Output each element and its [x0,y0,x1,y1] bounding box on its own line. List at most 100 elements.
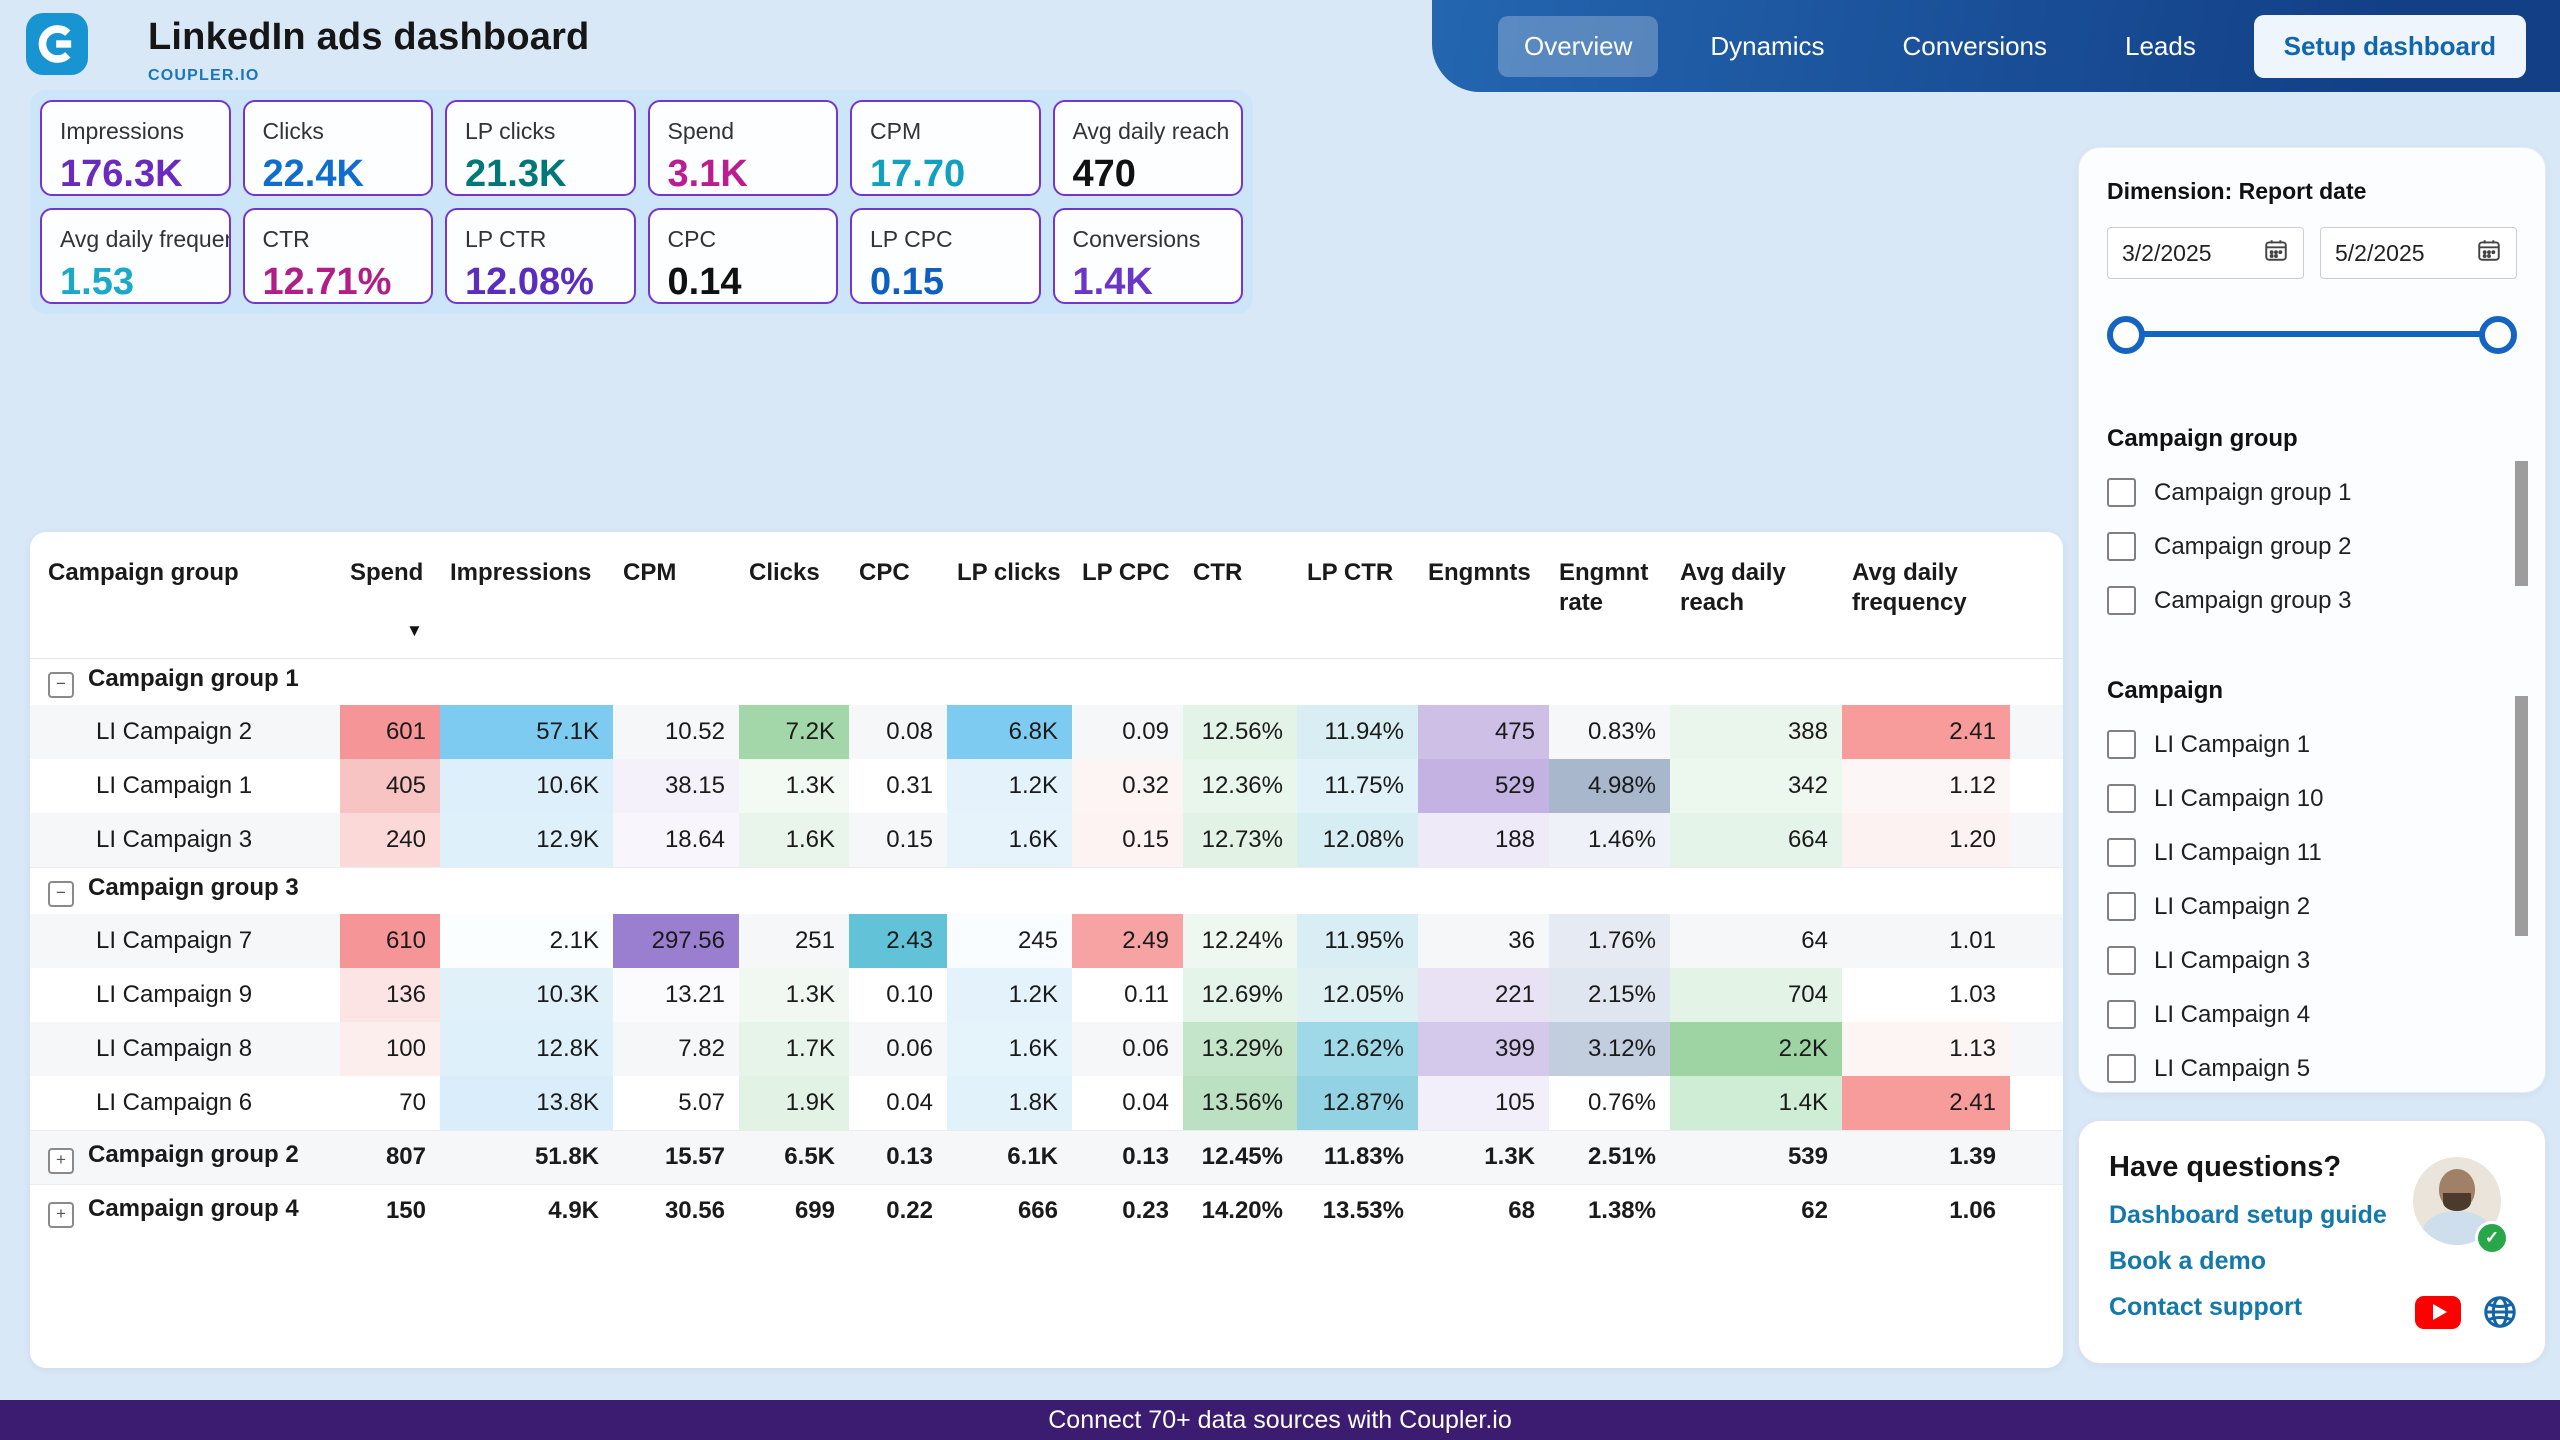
calendar-icon[interactable] [2476,237,2502,269]
filter-li-campaign-11[interactable]: LI Campaign 11 [2107,838,2517,867]
setup-dashboard-button[interactable]: Setup dashboard [2253,14,2526,78]
collapse-group-icon[interactable]: − [48,672,74,699]
filter-li-campaign-10[interactable]: LI Campaign 10 [2107,784,2517,813]
filler-cell [2010,1022,2063,1076]
sort-desc-icon[interactable]: ▼ [406,621,423,640]
metric-cell: 12.24% [1183,914,1297,968]
metric-cell: 13.21 [613,968,739,1022]
metric-cell [340,867,440,914]
metric-cell: 1.3K [739,968,849,1022]
kpi-label: Avg daily frequency [60,226,229,252]
filter-li-campaign-3[interactable]: LI Campaign 3 [2107,946,2517,975]
column-header-lp-cpc[interactable]: LP CPC [1072,532,1183,659]
nav-tab-conversions[interactable]: Conversions [1902,30,2048,61]
youtube-icon[interactable] [2415,1295,2461,1329]
filler-cell [2010,914,2063,968]
column-header-lp-clicks[interactable]: LP clicks [947,532,1072,659]
help-link-dashboard-setup-guide[interactable]: Dashboard setup guide [2109,1201,2387,1229]
filler-cell [2010,1076,2063,1130]
help-link-book-a-demo[interactable]: Book a demo [2109,1247,2266,1275]
metric-cell: 10.6K [440,759,613,813]
date-from-input[interactable]: 3/2/2025 [2107,227,2304,279]
column-header-lp-ctr[interactable]: LP CTR [1297,532,1418,659]
table-row-li-campaign-2: LI Campaign 2 601 57.1K 10.52 7.2K 0.08 6.8K 0.… [30,705,2063,759]
filter-li-campaign-5[interactable]: LI Campaign 5 [2107,1054,2517,1083]
metric-cell: 188 [1418,813,1549,867]
slider-handle-left[interactable] [2107,316,2145,354]
checkbox-icon[interactable] [2107,532,2136,561]
column-header-label: Engmnt rate [1559,559,1649,616]
metric-cell: 1.76% [1549,914,1670,968]
help-title: Have questions? [2109,1151,2342,1183]
checkbox-icon[interactable] [2107,1000,2136,1029]
kpi-grid: Impressions 176.3K Clicks 22.4K LP clicks 21.… [40,100,1243,304]
campaign-group-filter-list: Campaign group 1 Campaign group 2 Campaign… [2107,478,2517,615]
metric-cell [440,658,613,705]
kpi-value: 3.1K [667,153,748,195]
nav-tab-leads[interactable]: Leads [2125,30,2196,61]
column-header-impressions[interactable]: Impressions [440,532,613,659]
date-to-input[interactable]: 5/2/2025 [2320,227,2517,279]
expand-group-icon[interactable]: + [48,1201,74,1228]
checkbox-icon[interactable] [2107,892,2136,921]
footer-banner[interactable]: Connect 70+ data sources with Coupler.io [0,1400,2560,1440]
checkbox-icon[interactable] [2107,1054,2136,1083]
slider-handle-right[interactable] [2479,316,2517,354]
metric-cell [1072,658,1183,705]
scrollbar-thumb[interactable] [2515,696,2528,936]
filler-cell [2010,1184,2063,1238]
scrollbar-thumb[interactable] [2515,461,2528,586]
metric-cell [849,867,947,914]
column-header-spend[interactable]: Spend ▼ [340,532,440,659]
column-header-label: Engmnts [1428,559,1531,586]
checkbox-icon[interactable] [2107,784,2136,813]
row-name: LI Campaign 3 [96,825,253,853]
metric-cell: 30.56 [664,1197,725,1225]
expand-group-icon[interactable]: + [48,1147,74,1174]
metric-cell: 105 [1418,1076,1549,1130]
filter-li-campaign-1[interactable]: LI Campaign 1 [2107,730,2517,759]
column-header-avg-daily-reach[interactable]: Avg daily reach [1670,532,1842,659]
filler-cell [2010,658,2063,705]
checkbox-icon[interactable] [2107,838,2136,867]
checkbox-icon[interactable] [2107,586,2136,615]
globe-icon[interactable] [2481,1293,2519,1331]
metric-cell: 13.8K [440,1076,613,1130]
checkbox-icon[interactable] [2107,478,2136,507]
header: LinkedIn ads dashboard COUPLER.IO Overvi… [0,0,2560,92]
nav-tab-overview[interactable]: Overview [1498,15,1659,77]
kpi-card-ctr: CTR 12.71% [242,208,433,304]
kpi-card-avg-daily-frequency: Avg daily frequency 1.53 [40,208,231,304]
column-header-campaign-group[interactable]: Campaign group [30,532,340,659]
coupler-logo-icon [26,13,88,75]
column-header-ctr[interactable]: CTR [1183,532,1297,659]
checkbox-icon[interactable] [2107,730,2136,759]
column-header-engmnts[interactable]: Engmnts [1418,532,1549,659]
checkbox-icon[interactable] [2107,946,2136,975]
metric-cell: 1.3K [739,759,849,813]
column-header-clicks[interactable]: Clicks [739,532,849,659]
metric-cell: 13.56% [1183,1076,1297,1130]
metric-cell: 136 [340,968,440,1022]
filter-li-campaign-4[interactable]: LI Campaign 4 [2107,1000,2517,1029]
kpi-label: CTR [262,226,310,252]
column-header-avg-daily-frequency[interactable]: Avg daily frequency [1842,532,2010,659]
column-header-engmnt-rate[interactable]: Engmnt rate [1549,532,1670,659]
filter-campaign-group-1[interactable]: Campaign group 1 [2107,478,2517,507]
column-header-cpc[interactable]: CPC [849,532,947,659]
collapse-group-icon[interactable]: − [48,881,74,908]
date-from-value: 3/2/2025 [2122,239,2212,266]
filter-campaign-group-3[interactable]: Campaign group 3 [2107,586,2517,615]
metric-cell: 704 [1670,968,1842,1022]
column-header-cpm[interactable]: CPM [613,532,739,659]
filter-li-campaign-2[interactable]: LI Campaign 2 [2107,892,2517,921]
row-name-cell: LI Campaign 1 [30,759,340,813]
kpi-card-lp-ctr: LP CTR 12.08% [445,208,636,304]
calendar-icon[interactable] [2263,237,2289,269]
nav-tab-dynamics[interactable]: Dynamics [1710,30,1825,61]
filter-campaign-group-2[interactable]: Campaign group 2 [2107,532,2517,561]
metric-cell: 12.8K [440,1022,613,1076]
help-link-contact-support[interactable]: Contact support [2109,1293,2303,1321]
filler-cell [2010,1130,2063,1184]
metric-cell: 7.82 [613,1022,739,1076]
